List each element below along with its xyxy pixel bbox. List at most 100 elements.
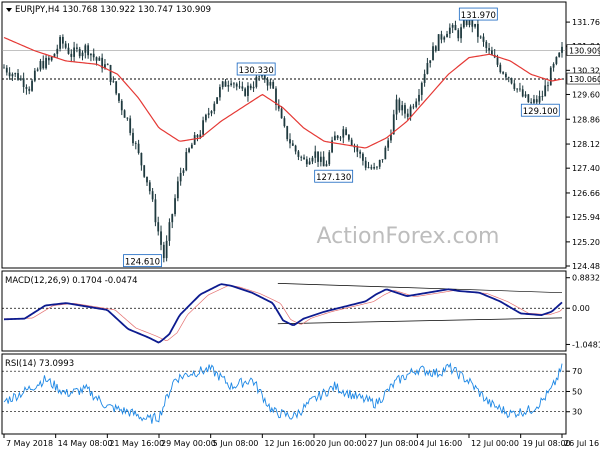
candle-body xyxy=(134,143,137,144)
candle-body xyxy=(120,100,123,111)
y-tick-label: 125.200 xyxy=(572,238,600,247)
candle-body xyxy=(213,103,216,112)
candle-body xyxy=(216,97,219,104)
annotation-box xyxy=(520,103,560,117)
macd-trendline xyxy=(277,317,563,325)
candle-body xyxy=(233,83,235,85)
candle-body xyxy=(221,81,224,88)
rsi-panel xyxy=(1,353,567,435)
candle-body xyxy=(140,152,143,166)
candle-body xyxy=(39,61,42,70)
candle-body xyxy=(398,99,401,111)
candle-body xyxy=(325,164,328,167)
x-tick-label: 26 Jul 16:00 xyxy=(564,439,600,448)
candle-body xyxy=(297,151,300,157)
candle-body xyxy=(356,147,359,152)
candle-body xyxy=(269,81,272,86)
candle-body xyxy=(443,37,446,40)
y-tick-label: 125.940 xyxy=(572,213,600,222)
candle-body xyxy=(476,23,479,37)
candle-body xyxy=(384,147,387,160)
candle-body xyxy=(530,102,533,103)
candle-body xyxy=(322,156,325,167)
candle-body xyxy=(451,24,454,28)
candle-body xyxy=(415,101,418,107)
x-tick-label: 20 Jun 00:00 xyxy=(316,439,367,448)
candle-body xyxy=(521,89,524,97)
candle-body xyxy=(67,47,70,54)
main-gridlines xyxy=(2,50,566,80)
candle-body xyxy=(137,143,140,153)
macd-y-tick-label: -1.0481 xyxy=(572,340,600,349)
candle-body xyxy=(406,113,409,117)
candle-body xyxy=(101,57,104,69)
candle-body xyxy=(8,72,11,77)
candle-body xyxy=(558,52,561,57)
x-tick-label: 29 May 00:00 xyxy=(161,439,216,448)
candle-body xyxy=(426,63,429,74)
main-panel xyxy=(1,1,567,269)
candle-body xyxy=(555,56,558,64)
candle-body xyxy=(182,170,185,173)
macd-panel xyxy=(1,270,567,352)
candle-body xyxy=(219,87,221,98)
candle-body xyxy=(434,46,437,51)
candle-body xyxy=(367,167,370,168)
annotation-box xyxy=(236,62,276,76)
candle-body xyxy=(42,61,45,69)
candle-body xyxy=(19,78,22,80)
candle-body xyxy=(437,34,440,51)
candle-body xyxy=(549,67,552,86)
candle-body xyxy=(22,78,25,87)
candle-body xyxy=(272,81,275,89)
candle-body xyxy=(199,134,202,138)
rsi-y-tick-label: 50 xyxy=(572,387,582,396)
candle-body xyxy=(56,48,59,54)
candle-body xyxy=(252,86,255,89)
candle-body xyxy=(227,85,230,87)
candle-body xyxy=(3,67,5,69)
candle-body xyxy=(53,53,56,57)
candle-body xyxy=(207,113,210,115)
y-tick-label: 129.600 xyxy=(572,90,600,99)
candle-body xyxy=(401,105,404,111)
candle-body xyxy=(423,73,426,83)
candle-body xyxy=(317,151,319,162)
candle-body xyxy=(224,81,227,87)
candle-body xyxy=(378,160,381,167)
annotation-label: 131.970 xyxy=(461,11,496,21)
rsi-y-tick-label: 30 xyxy=(572,408,582,417)
candle-body xyxy=(87,45,90,56)
y-tick-label: 131.760 xyxy=(572,18,600,27)
candle-body xyxy=(45,57,47,69)
candle-body xyxy=(362,153,364,161)
candle-body xyxy=(502,72,505,74)
candle-body xyxy=(283,118,286,127)
candle-body xyxy=(123,110,126,118)
candle-body xyxy=(95,57,98,61)
candle-body xyxy=(561,46,563,53)
candle-body xyxy=(544,85,547,97)
x-tick-label: 5 Jun 08:00 xyxy=(213,439,259,448)
candle-body xyxy=(547,85,549,87)
annotation-label: 124.610 xyxy=(125,258,160,268)
y-tick-label: 130.320 xyxy=(572,66,600,75)
candle-body xyxy=(527,94,530,103)
candle-body xyxy=(333,135,336,141)
candle-body xyxy=(376,166,378,168)
candle-body xyxy=(454,24,457,31)
symbol-info: EURJPY,H4 130.768 130.922 130.747 130.90… xyxy=(6,5,211,15)
candle-body xyxy=(151,191,154,200)
candle-body xyxy=(115,81,118,94)
candle-body xyxy=(258,76,261,78)
candle-body xyxy=(395,99,398,115)
candle-body xyxy=(64,43,67,48)
candle-body xyxy=(5,67,8,73)
candle-body xyxy=(390,134,392,141)
candle-body xyxy=(289,139,291,144)
candle-body xyxy=(230,83,233,86)
x-tick-label: 27 Jun 08:00 xyxy=(368,439,419,448)
rsi-line xyxy=(3,362,563,424)
y-tick-label: 128.120 xyxy=(572,140,600,149)
candle-body xyxy=(381,159,384,161)
